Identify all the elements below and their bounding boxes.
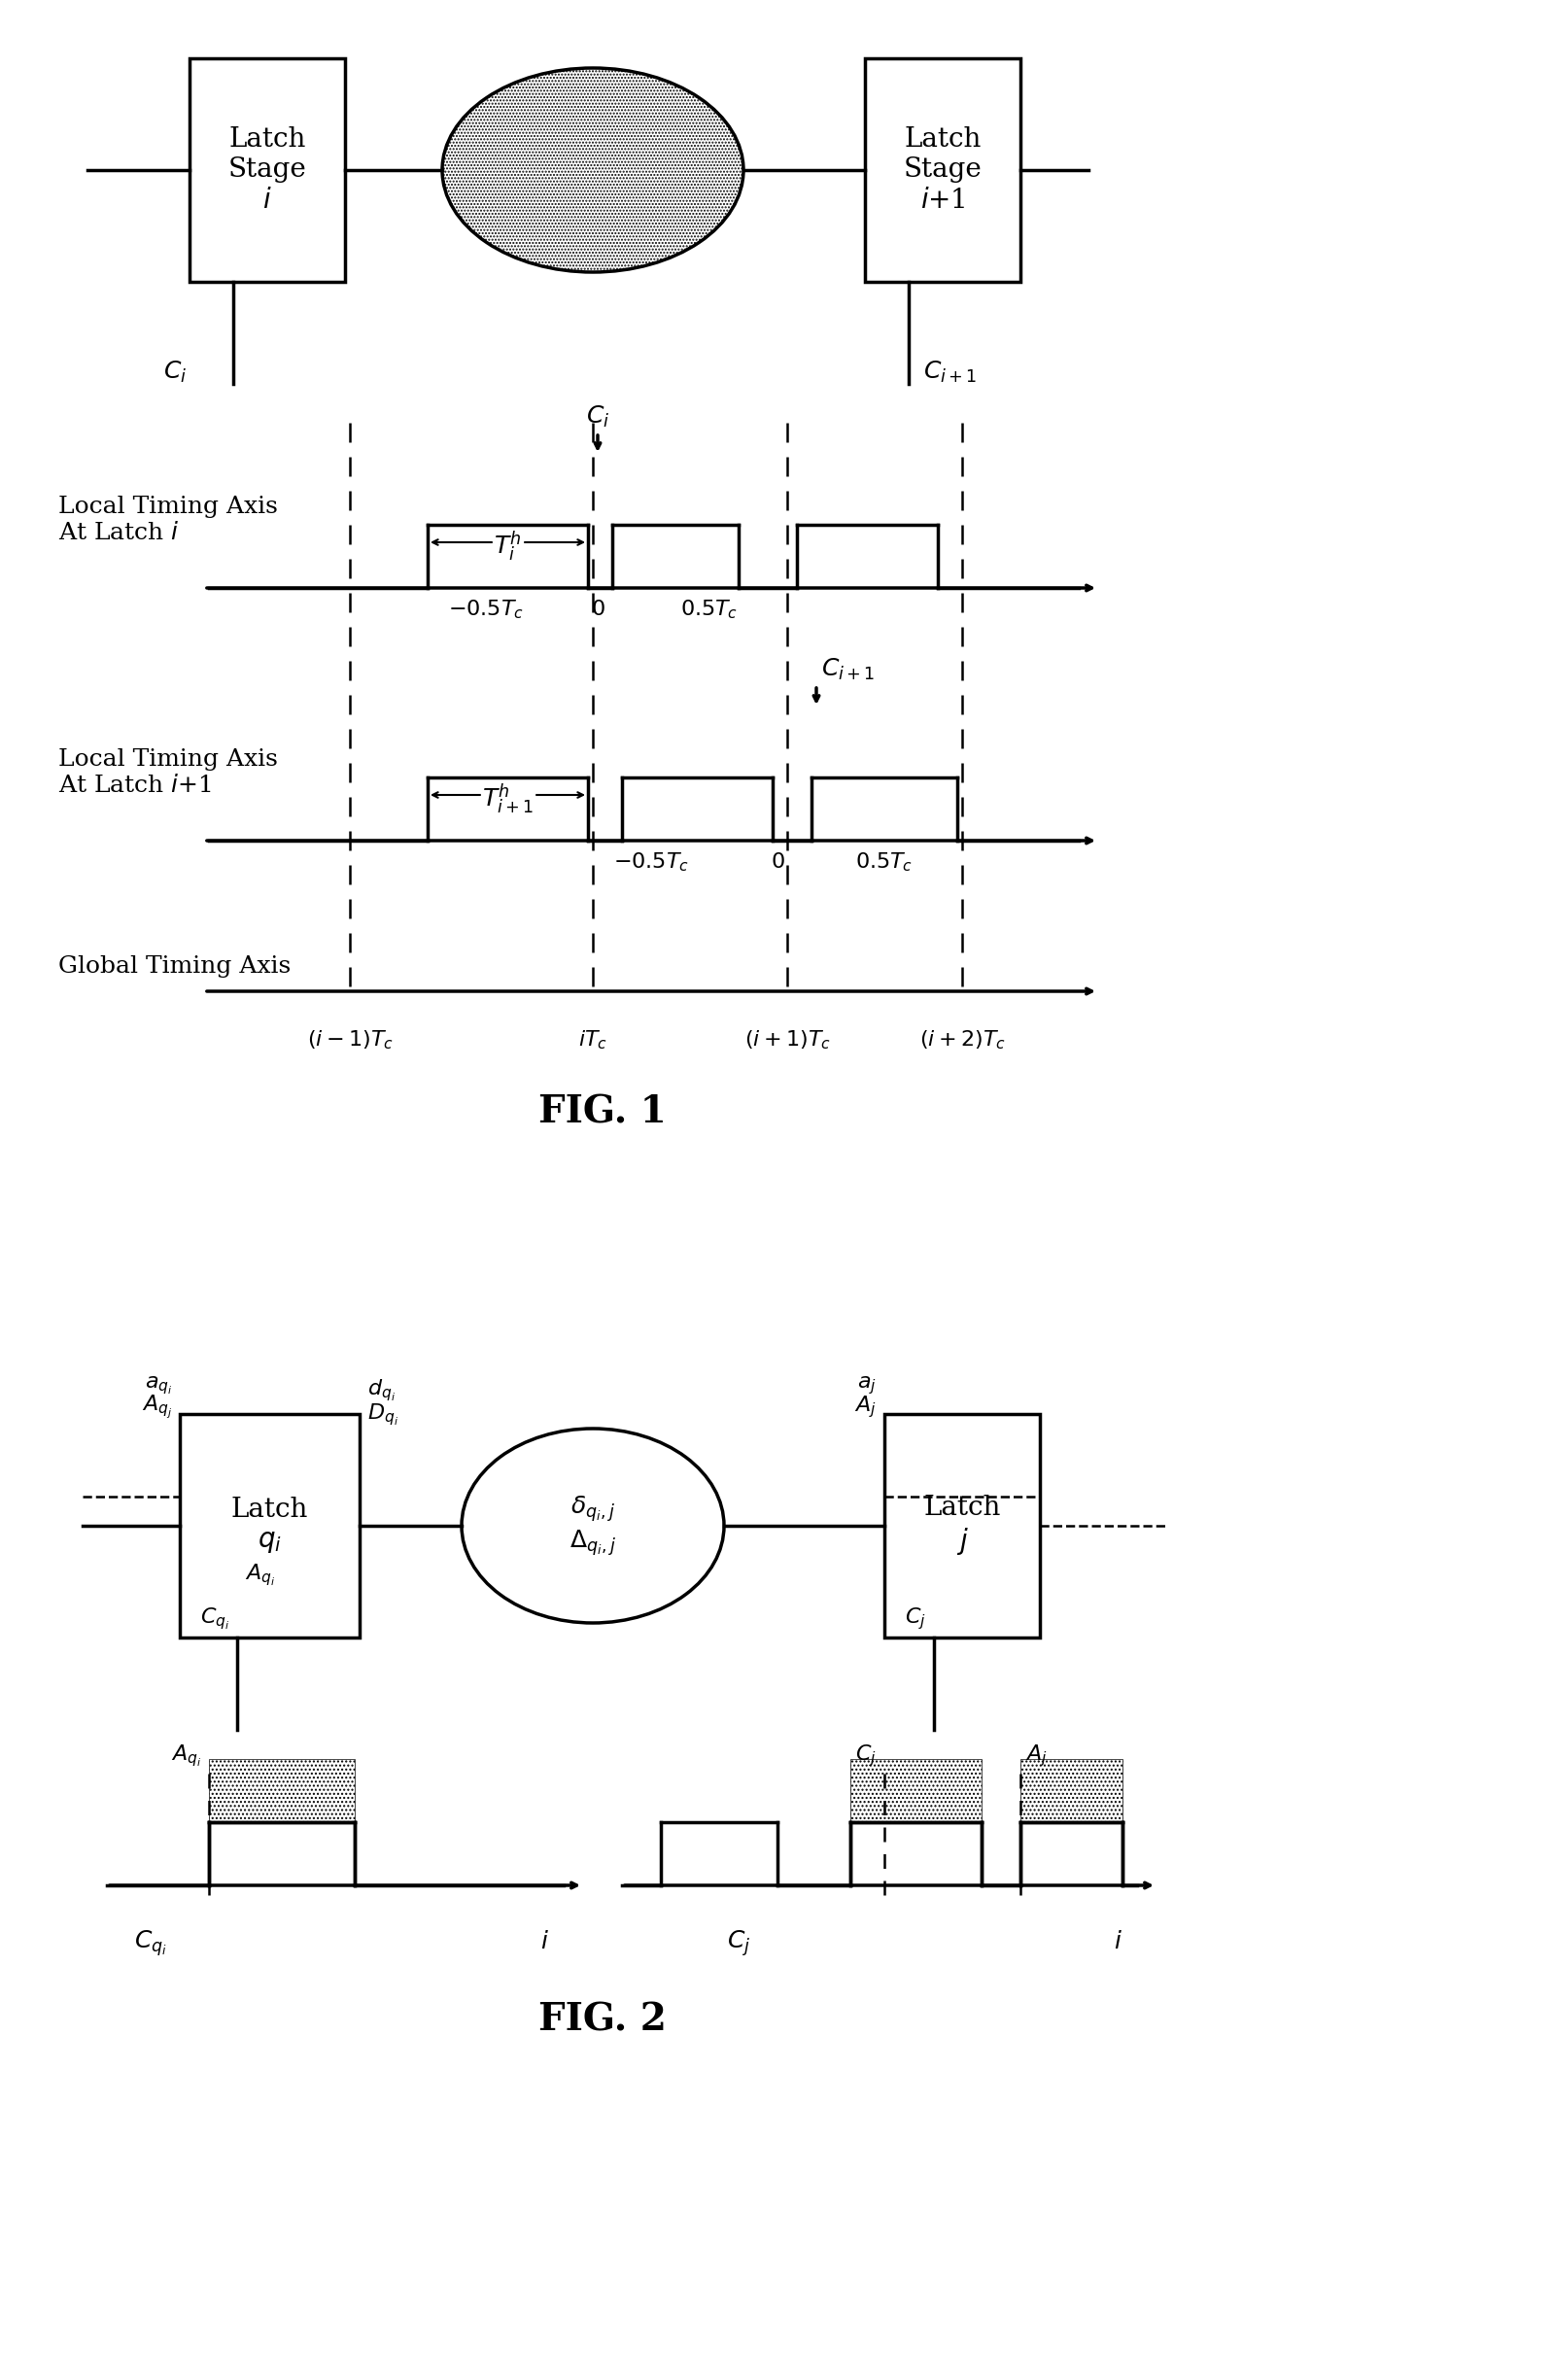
Text: $(i+2)T_c$: $(i+2)T_c$	[919, 1028, 1005, 1052]
Text: $C_{q_i}$: $C_{q_i}$	[134, 1928, 168, 1959]
Text: $0$: $0$	[590, 600, 604, 621]
Text: $C_{q_i}$: $C_{q_i}$	[200, 1604, 230, 1630]
Text: $A_{q_i}$: $A_{q_i}$	[171, 1742, 202, 1768]
Ellipse shape	[443, 69, 744, 271]
Text: Local Timing Axis
At Latch $i$: Local Timing Axis At Latch $i$	[59, 495, 278, 545]
Text: Latch
Stage
$i$+1: Latch Stage $i$+1	[904, 126, 981, 214]
Bar	[884, 1414, 1041, 1637]
Text: $d_{q_i}$: $d_{q_i}$	[368, 1378, 396, 1402]
Text: $0$: $0$	[770, 852, 784, 873]
Text: $(i-1)T_c$: $(i-1)T_c$	[306, 1028, 393, 1052]
Bar	[210, 1759, 354, 1823]
Text: $\delta_{q_i,j}$
$\Delta_{q_i,j}$: $\delta_{q_i,j}$ $\Delta_{q_i,j}$	[570, 1495, 617, 1557]
Bar	[189, 57, 345, 281]
Text: $A_{q_i}$: $A_{q_i}$	[245, 1561, 275, 1587]
Text: $i$: $i$	[1114, 1930, 1121, 1954]
Bar	[1020, 1759, 1123, 1823]
Text: $0.5T_c$: $0.5T_c$	[680, 597, 738, 621]
Text: $C_j$: $C_j$	[856, 1742, 876, 1768]
Text: Global Timing Axis: Global Timing Axis	[59, 957, 290, 978]
Text: $0.5T_c$: $0.5T_c$	[856, 850, 913, 873]
Text: $A_j$: $A_j$	[854, 1392, 876, 1418]
Text: $-0.5T_c$: $-0.5T_c$	[613, 850, 690, 873]
Text: $-0.5T_c$: $-0.5T_c$	[449, 597, 523, 621]
Text: $C_{i+1}$: $C_{i+1}$	[922, 359, 977, 386]
Text: $iT_c$: $iT_c$	[578, 1028, 607, 1052]
Text: FIG. 2: FIG. 2	[539, 2002, 666, 2040]
Text: $T_i^h$: $T_i^h$	[494, 531, 522, 564]
Text: Latch
Stage
$i$: Latch Stage $i$	[228, 126, 306, 214]
Text: $(i+1)T_c$: $(i+1)T_c$	[744, 1028, 831, 1052]
Text: $D_{q_i}$: $D_{q_i}$	[368, 1402, 399, 1428]
Text: $T_{i+1}^h$: $T_{i+1}^h$	[481, 783, 534, 816]
Text: Latch
$j$: Latch $j$	[924, 1495, 1000, 1557]
Text: $C_i$: $C_i$	[163, 359, 186, 386]
Text: Latch
$q_i$: Latch $q_i$	[231, 1497, 307, 1554]
Text: $C_{i+1}$: $C_{i+1}$	[822, 657, 874, 683]
Text: Local Timing Axis
At Latch $i$+1: Local Timing Axis At Latch $i$+1	[59, 747, 278, 797]
Ellipse shape	[461, 1428, 724, 1623]
Text: FIG. 1: FIG. 1	[539, 1092, 666, 1130]
Text: $C_j$: $C_j$	[727, 1928, 750, 1959]
Text: $A_j$: $A_j$	[1025, 1742, 1047, 1768]
Text: $C_j$: $C_j$	[905, 1604, 926, 1630]
Bar	[851, 1759, 981, 1823]
Text: $C_i$: $C_i$	[585, 405, 609, 428]
Text: $a_j$: $a_j$	[857, 1373, 876, 1397]
Text: $A_{q_j}$: $A_{q_j}$	[141, 1395, 172, 1421]
Text: $a_{q_i}$: $a_{q_i}$	[144, 1373, 172, 1397]
Bar	[180, 1414, 360, 1637]
Text: $i$: $i$	[540, 1930, 548, 1954]
Bar	[865, 57, 1020, 281]
